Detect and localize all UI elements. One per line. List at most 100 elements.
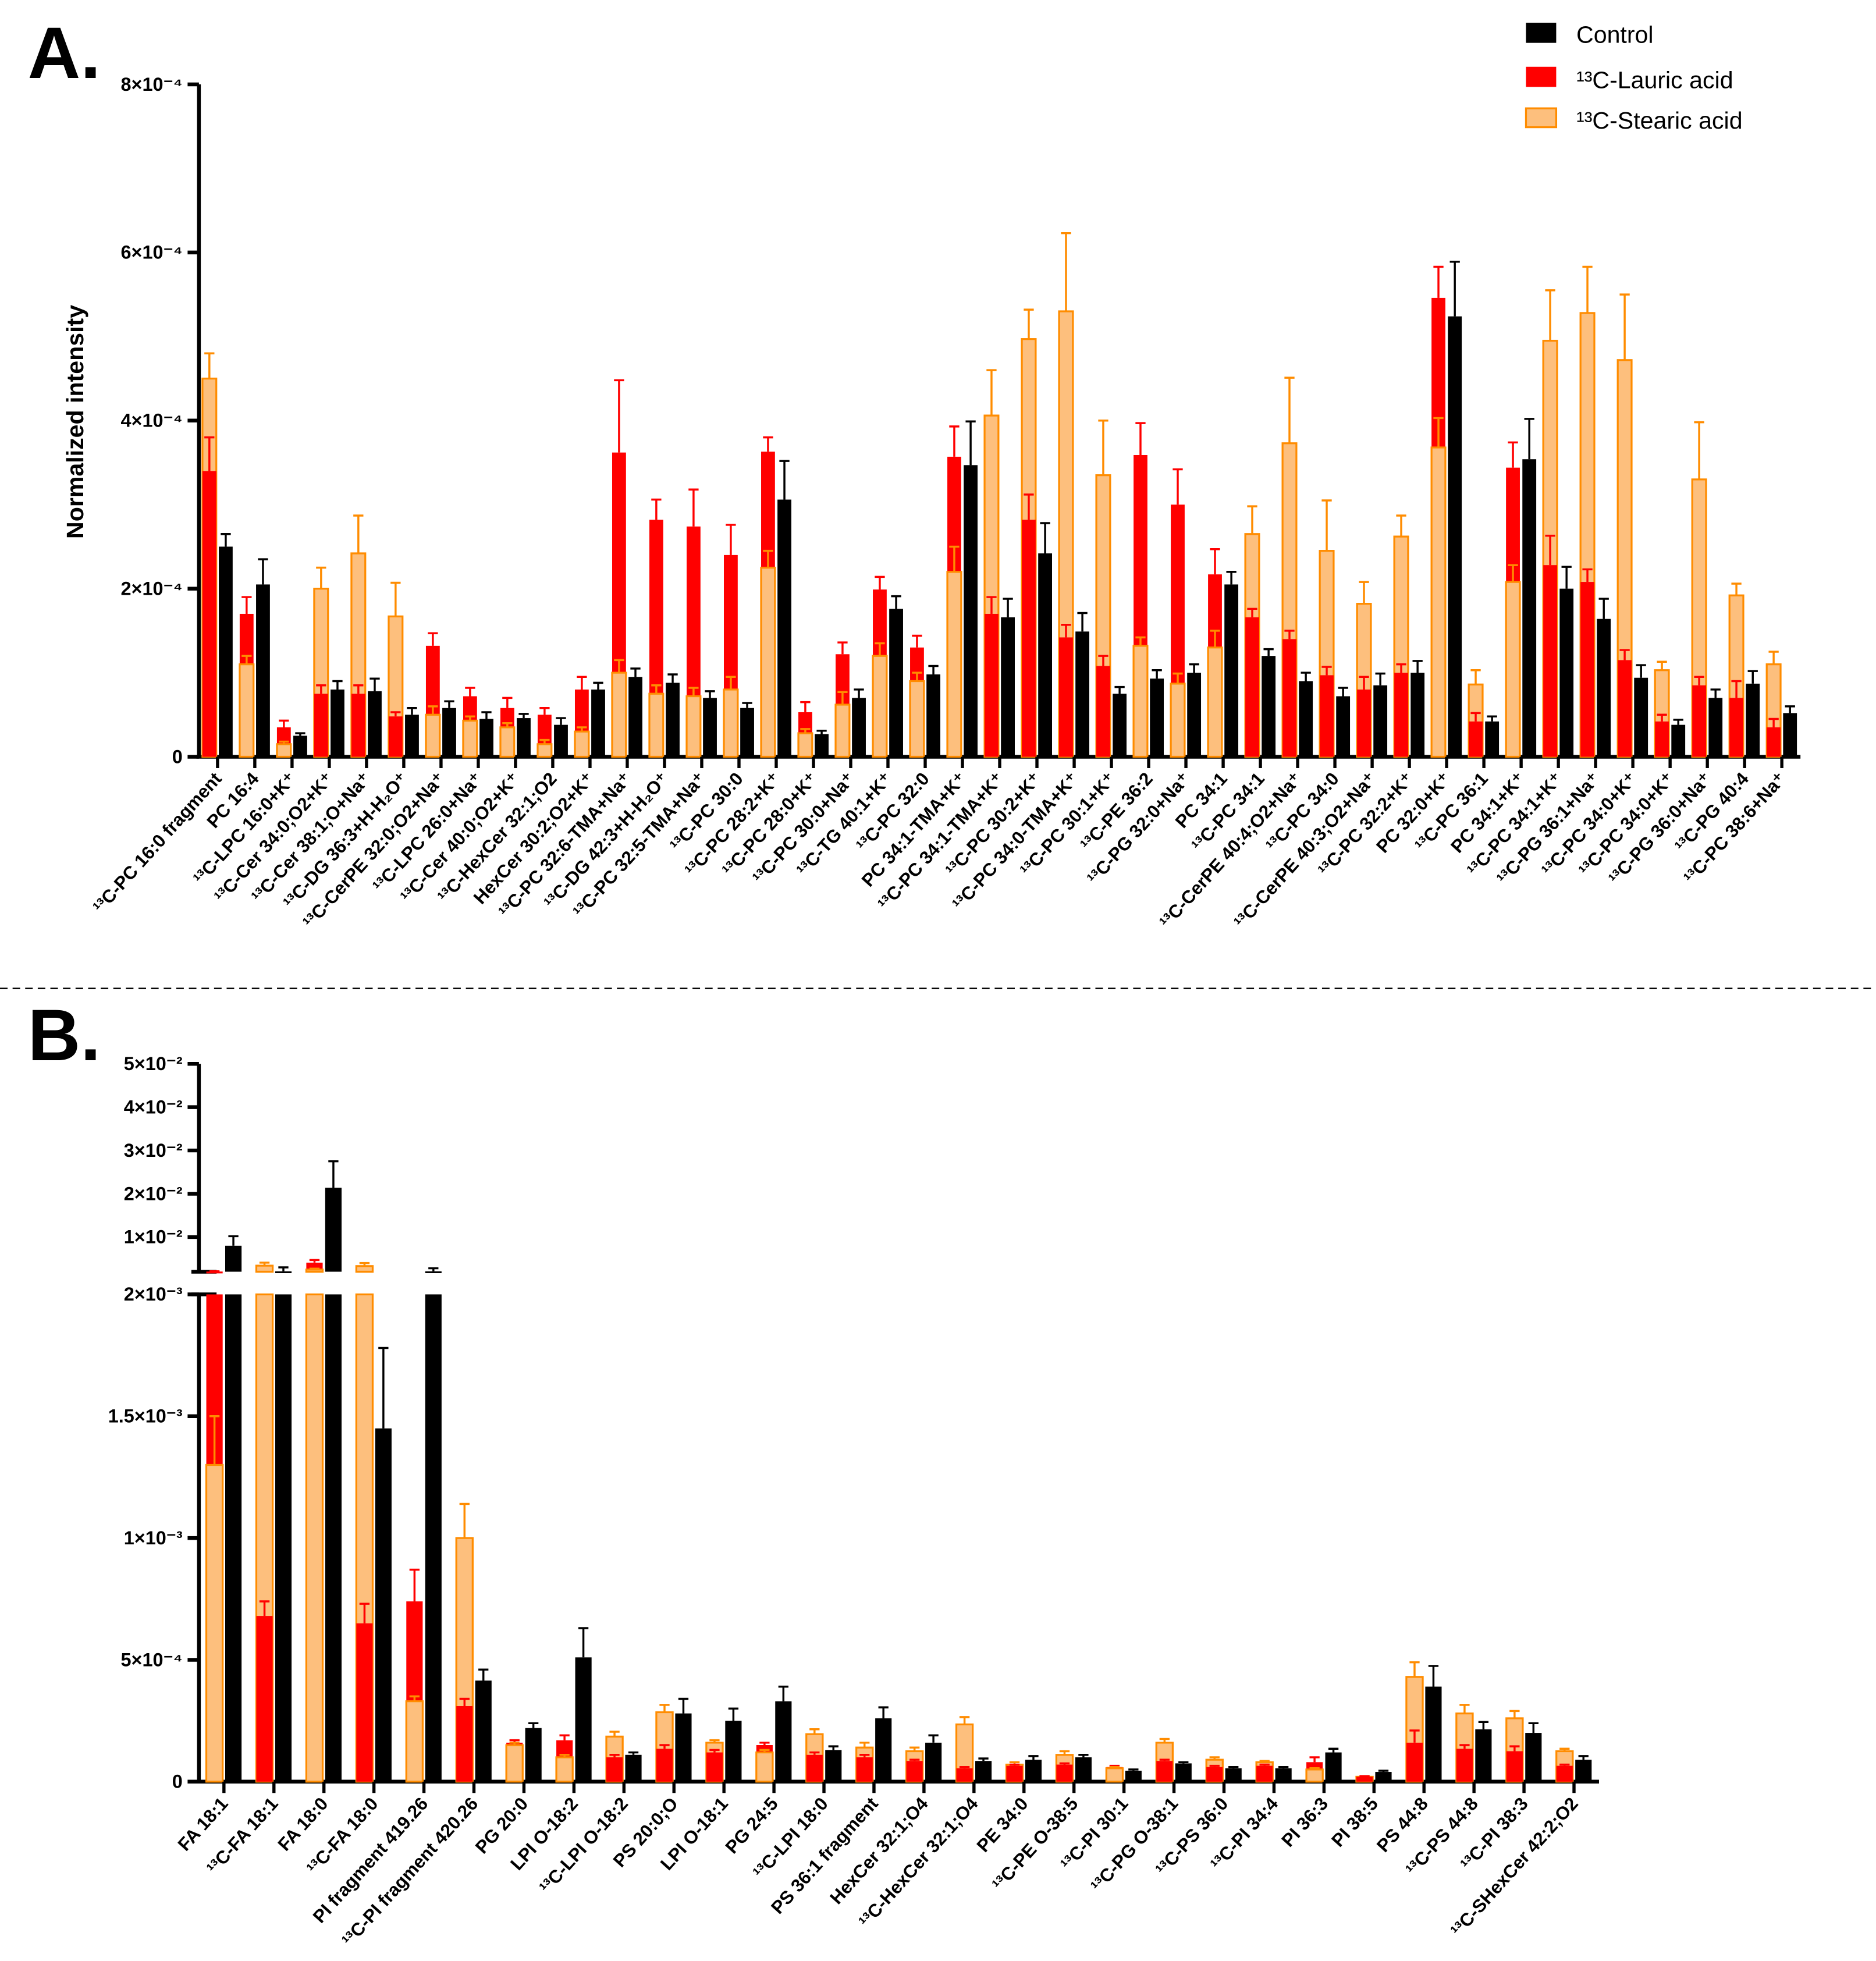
x-tick-label: PI 36:3 [1278, 1793, 1333, 1851]
bar-lauric [1406, 1742, 1423, 1782]
bar-control [625, 1754, 642, 1782]
bar-stearic [1132, 645, 1149, 758]
y-tick-label: 5×10⁻² [124, 1053, 183, 1074]
y-tick-label: 2×10⁻³ [124, 1284, 183, 1305]
bar-stearic [239, 663, 255, 758]
bar-stearic [723, 688, 739, 758]
legend-label-lauric: ¹³C-Lauric acid [1576, 67, 1733, 94]
bar-lauric [1320, 675, 1334, 757]
bar-control [225, 1294, 242, 1782]
bar-lauric [985, 613, 999, 757]
bar-lauric [1767, 727, 1781, 757]
bar-stearic [797, 732, 813, 758]
bar-control [1150, 678, 1164, 757]
bar-control [1225, 1768, 1242, 1782]
bar-control [889, 609, 903, 757]
y-tick-label: 0 [172, 746, 183, 767]
bar-control [479, 719, 493, 757]
bar-control [1708, 698, 1723, 757]
y-axis-label: Normalized intensity [62, 305, 88, 539]
bar-stearic [1430, 446, 1447, 758]
bar-control [405, 715, 419, 757]
bar-control [256, 584, 270, 757]
bar-stearic [276, 743, 292, 758]
bar-stearic [909, 680, 925, 758]
bar-lauric [1655, 721, 1669, 757]
bar-lauric [1156, 1761, 1173, 1782]
legend: Control ¹³C-Lauric acid ¹³C-Stearic acid [1525, 22, 1743, 134]
bar-control [964, 465, 978, 757]
y-tick-label: 1.5×10⁻³ [108, 1406, 183, 1427]
bar-control [852, 698, 866, 757]
bar-stearic [755, 1751, 774, 1783]
x-tick-label: ¹³C-PC 16:0 fragment [89, 768, 226, 917]
bar-control [554, 724, 568, 757]
bar-stearic [760, 566, 776, 758]
bar-lauric [388, 716, 403, 757]
bar-control [1425, 1686, 1442, 1782]
bar-control [1262, 656, 1276, 757]
panel-b-label: B. [28, 994, 101, 1076]
bar-control [293, 736, 307, 757]
bar-control [628, 677, 642, 757]
bar-control [1522, 459, 1537, 757]
bar-stearic [405, 1700, 424, 1783]
y-tick-label: 1×10⁻² [124, 1227, 183, 1248]
bar-control [675, 1713, 692, 1782]
bar-lauric [1256, 1765, 1273, 1782]
bar-control [1187, 673, 1202, 757]
bar-control [275, 1294, 292, 1782]
y-tick-label: 3×10⁻² [124, 1140, 183, 1161]
bar-control [1410, 673, 1425, 757]
bar-lauric [1580, 582, 1594, 757]
bar-lauric [202, 471, 216, 757]
y-tick-label: 2×10⁻⁴ [121, 578, 183, 599]
x-tick-label: ¹³C-PG O-38:1 [1087, 1793, 1182, 1896]
bar-control [525, 1728, 542, 1782]
bar-control [875, 1718, 892, 1782]
bar-control [331, 689, 344, 757]
bar-lauric [1245, 617, 1259, 757]
bar-lauric [1692, 685, 1706, 757]
bar-control [1125, 1770, 1142, 1782]
bar-control [325, 1294, 342, 1782]
bar-control [1485, 721, 1500, 757]
bar-control [1025, 1760, 1042, 1782]
bar-lauric [1357, 689, 1371, 757]
bar-stearic [685, 695, 702, 758]
bar-stearic [462, 719, 478, 758]
bar-stearic [425, 713, 441, 758]
bar-control [666, 683, 680, 757]
panel-b-chart: 0 5×10⁻⁴ 1×10⁻³ 1.5×10⁻³ 2×10⁻³ 1×10⁻² 2×10⁻² 3… [108, 1053, 1599, 1951]
bar-lauric [1729, 698, 1744, 757]
bar-stearic [1505, 581, 1521, 758]
legend-swatch-control [1526, 23, 1557, 43]
bar-control [1525, 1733, 1542, 1782]
bar-control [517, 718, 531, 757]
bar-stearic-upper [255, 1264, 274, 1273]
bar-lauric [1618, 660, 1632, 757]
bar-lauric [956, 1768, 973, 1782]
bar-lauric [1206, 1767, 1223, 1782]
bar-lauric [1506, 1751, 1523, 1782]
x-tick-label: ¹³C-LPI O-18:2 [535, 1793, 632, 1898]
bar-stearic [1207, 646, 1223, 758]
bar-control [425, 1294, 442, 1782]
bar-lauric [1469, 721, 1483, 757]
bar-control [1448, 316, 1462, 757]
bar-control [1275, 1768, 1292, 1782]
bar-stearic [946, 571, 962, 758]
bar-control [442, 708, 456, 757]
bar-lauric [806, 1754, 823, 1782]
bar-control [591, 689, 605, 757]
bar-control-upper [225, 1245, 242, 1272]
bar-control [1175, 1763, 1192, 1782]
bar-control [1375, 1772, 1392, 1782]
bar-stearic [872, 655, 888, 758]
bar-stearic [205, 1463, 224, 1783]
bar-control [219, 546, 233, 757]
bar-stearic [555, 1756, 574, 1783]
bar-control-upper [425, 1271, 442, 1273]
bar-lauric [314, 694, 328, 757]
